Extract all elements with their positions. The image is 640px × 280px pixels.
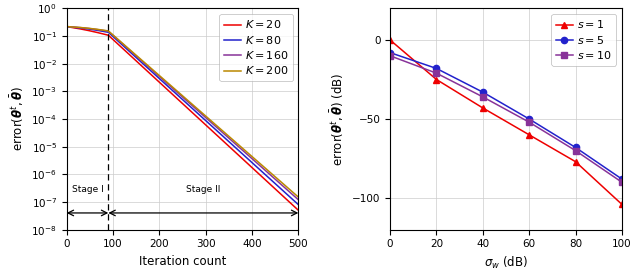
$s = 1$ xyxy=(479,106,486,110)
X-axis label: $\sigma_w$ (dB): $\sigma_w$ (dB) xyxy=(484,255,528,271)
Line: $s = 1$: $s = 1$ xyxy=(387,37,625,207)
Text: Stage II: Stage II xyxy=(186,185,221,194)
$K = 160$ xyxy=(212,125,220,128)
Line: $s = 10$: $s = 10$ xyxy=(387,53,625,185)
Text: Stage I: Stage I xyxy=(72,185,103,194)
Y-axis label: $\mathrm{error}(\boldsymbol{\theta}^t, \bar{\boldsymbol{\theta}})$: $\mathrm{error}(\boldsymbol{\theta}^t, \… xyxy=(8,87,26,151)
Line: $K = 160$: $K = 160$ xyxy=(67,27,298,200)
$s = 10$ xyxy=(387,54,394,57)
$s = 5$ xyxy=(433,67,440,70)
$K = 20$ xyxy=(255,172,262,175)
$K = 80$ xyxy=(147,69,155,73)
$K = 80$ xyxy=(63,25,70,28)
$s = 5$ xyxy=(479,90,486,94)
$s = 1$ xyxy=(618,203,626,206)
$K = 80$ xyxy=(294,203,302,206)
$K = 200$ xyxy=(294,195,302,199)
$s = 1$ xyxy=(433,78,440,81)
$s = 1$ xyxy=(572,160,579,163)
$K = 80$ xyxy=(255,167,262,170)
$K = 200$ xyxy=(120,43,128,46)
$K = 160$ xyxy=(130,52,138,55)
$K = 20$ xyxy=(215,135,223,139)
$s = 10$ xyxy=(433,71,440,75)
X-axis label: Iteration count: Iteration count xyxy=(139,255,226,268)
$K = 80$ xyxy=(120,45,128,48)
Line: $K = 200$: $K = 200$ xyxy=(67,27,298,197)
$K = 160$ xyxy=(294,198,302,201)
$s = 10$ xyxy=(618,181,626,184)
$K = 160$ xyxy=(63,25,70,28)
$K = 200$ xyxy=(130,52,138,55)
$s = 5$ xyxy=(618,177,626,181)
$K = 160$ xyxy=(255,163,262,166)
$K = 20$ xyxy=(130,57,138,60)
Y-axis label: $\mathrm{error}(\boldsymbol{\theta}^t, \bar{\boldsymbol{\theta}})$ (dB): $\mathrm{error}(\boldsymbol{\theta}^t, \… xyxy=(329,72,346,166)
$s = 10$ xyxy=(525,120,533,124)
$K = 20$ xyxy=(294,209,302,212)
$K = 200$ xyxy=(215,126,223,129)
$K = 160$ xyxy=(120,43,128,47)
$K = 160$ xyxy=(215,127,223,131)
$K = 20$ xyxy=(147,73,155,76)
Line: $K = 80$: $K = 80$ xyxy=(67,27,298,205)
$K = 200$ xyxy=(255,160,262,164)
$K = 200$ xyxy=(212,123,220,127)
$K = 200$ xyxy=(147,67,155,70)
$K = 20$ xyxy=(120,48,128,52)
$s = 10$ xyxy=(572,149,579,152)
$s = 1$ xyxy=(387,38,394,42)
Line: $K = 20$: $K = 20$ xyxy=(67,27,298,210)
$K = 80$ xyxy=(212,128,220,132)
Legend: $s = 1$, $s = 5$, $s = 10$: $s = 1$, $s = 5$, $s = 10$ xyxy=(552,14,616,66)
$s = 5$ xyxy=(525,117,533,121)
$s = 5$ xyxy=(572,146,579,149)
$s = 5$ xyxy=(387,51,394,54)
$K = 80$ xyxy=(215,131,223,134)
$K = 200$ xyxy=(63,25,70,28)
$K = 80$ xyxy=(130,54,138,57)
Line: $s = 5$: $s = 5$ xyxy=(387,50,625,182)
$K = 20$ xyxy=(63,25,70,28)
$s = 1$ xyxy=(525,133,533,136)
$K = 160$ xyxy=(147,67,155,71)
$s = 10$ xyxy=(479,95,486,99)
$K = 20$ xyxy=(212,133,220,136)
Legend: $K = 20$, $K = 80$, $K = 160$, $K = 200$: $K = 20$, $K = 80$, $K = 160$, $K = 200$ xyxy=(220,14,293,81)
